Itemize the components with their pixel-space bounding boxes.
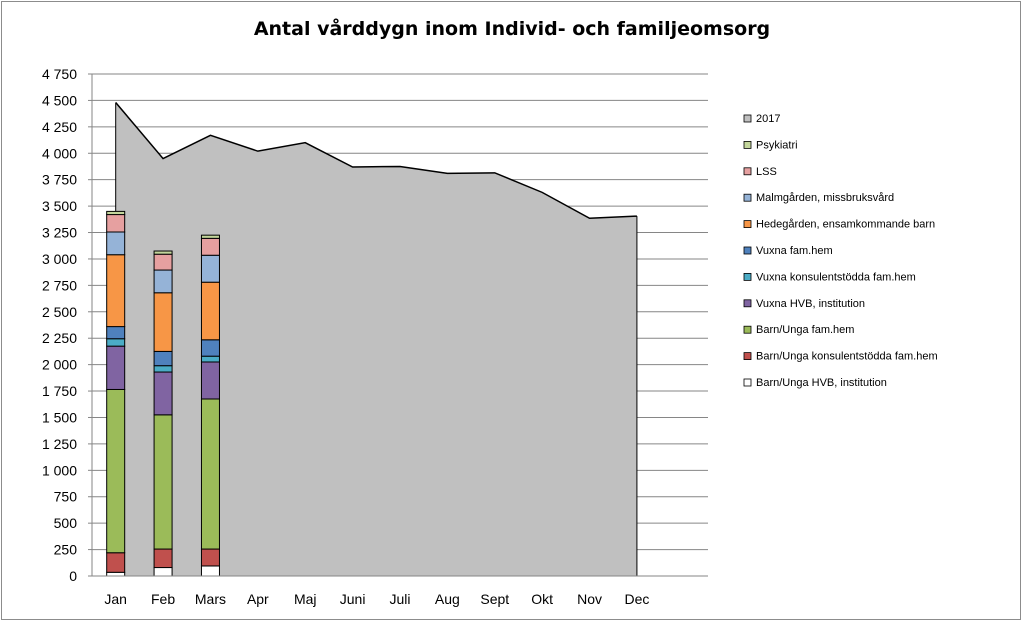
bar-segment (153, 269, 173, 294)
legend-label: Barn/Unga konsulentstödda fam.hem (756, 351, 938, 363)
bar-segment (200, 565, 220, 577)
y-tick-label: 250 (54, 542, 78, 558)
legend-label: Barn/Unga fam.hem (756, 324, 854, 336)
bar-segment (106, 326, 126, 340)
bar-segment (200, 339, 220, 357)
x-tick-label: Jan (104, 591, 127, 607)
y-tick-label: 750 (54, 489, 78, 505)
bar-segment (153, 548, 173, 569)
bar-segment (200, 237, 220, 256)
x-tick-labels: Jan Feb Mars Apr Maj Juni Juli Aug Sept Okt Nov Dec (104, 591, 649, 607)
x-tick-label: Maj (294, 591, 317, 607)
y-tick-label: 1 500 (42, 409, 77, 425)
bar-segment (200, 361, 220, 400)
bar-segment (106, 388, 126, 554)
bar-segment (106, 338, 126, 347)
y-tick-label: 4 000 (42, 145, 77, 161)
legend-swatch (743, 299, 752, 308)
y-tick-labels: 0 250 500 750 1 000 1 250 1 500 1 750 2 000 2 250… (42, 66, 77, 584)
x-tick-label: Aug (435, 591, 460, 607)
bar-segment (200, 254, 220, 283)
bar-segment (200, 398, 220, 550)
y-tick-label: 0 (69, 568, 77, 584)
legend-label: Vuxna konsulentstödda fam.hem (756, 271, 916, 283)
bar-segment (153, 253, 173, 271)
bars (106, 210, 220, 577)
y-tick-label: 500 (54, 515, 78, 531)
y-tick-label: 2 250 (42, 330, 77, 346)
x-tick-label: Apr (247, 591, 269, 607)
legend-label: Psykiatri (756, 139, 798, 151)
x-tick-label: Okt (531, 591, 553, 607)
legend-label: Vuxna fam.hem (756, 245, 833, 257)
bar-segment (200, 548, 220, 567)
y-tick-label: 1 000 (42, 462, 77, 478)
area-series (115, 102, 638, 577)
y-tick-label: 3 750 (42, 172, 77, 188)
legend-swatch (743, 272, 752, 281)
bar-segment (153, 371, 173, 416)
bar-segment (200, 234, 220, 239)
y-tick-label: 3 250 (42, 225, 77, 241)
bar-segment (106, 552, 126, 573)
bar-segment (153, 350, 173, 367)
bar-segment (200, 355, 220, 363)
y-tick-label: 3 500 (42, 198, 77, 214)
y-tick-label: 2 000 (42, 357, 77, 373)
legend-label: Hedegården, ensamkommande barn (756, 219, 935, 231)
legend-label: Vuxna HVB, institution (756, 298, 865, 310)
legend-swatch (743, 378, 752, 387)
legend-label: Malmgården, missbruksvård (756, 192, 894, 204)
bar-segment (153, 250, 173, 255)
bar-segment (153, 414, 173, 550)
bar-segment (106, 571, 126, 577)
bar-segment (200, 281, 220, 341)
legend-swatch (743, 352, 752, 361)
axes (88, 73, 708, 577)
area-line-2017 (115, 102, 637, 220)
area-fill-2017 (115, 102, 637, 577)
bar-segment (153, 567, 173, 577)
y-tick-label: 2 750 (42, 277, 77, 293)
bar-segment (106, 254, 126, 328)
legend-swatch (743, 167, 752, 176)
legend-swatch (743, 193, 752, 202)
legend-swatch (743, 140, 752, 149)
bar-segment (106, 210, 126, 216)
x-tick-label: Dec (624, 591, 649, 607)
legend-swatch (743, 246, 752, 255)
x-tick-label: Sept (480, 591, 509, 607)
bar-segment (153, 292, 173, 352)
bar-segment (106, 214, 126, 233)
y-tick-label: 3 000 (42, 251, 77, 267)
x-tick-label: Mars (195, 591, 226, 607)
chart-title: Antal vårddygn inom Individ- och familje… (254, 16, 770, 40)
bar-segment (106, 345, 126, 390)
legend-swatch (743, 325, 752, 334)
x-tick-label: Juni (340, 591, 366, 607)
y-tick-label: 4 250 (42, 119, 77, 135)
bar-segment (106, 231, 126, 256)
legend-swatch (743, 220, 752, 229)
x-tick-label: Juli (389, 591, 410, 607)
y-tick-label: 4 500 (42, 92, 77, 108)
x-tick-label: Nov (577, 591, 602, 607)
y-tick-label: 1 750 (42, 383, 77, 399)
legend-swatch (743, 114, 752, 123)
y-tick-label: 2 500 (42, 304, 77, 320)
legend-label: LSS (756, 166, 777, 178)
x-tick-label: Feb (151, 591, 175, 607)
legend-label: Barn/Unga HVB, institution (756, 377, 887, 389)
y-tick-label: 4 750 (42, 66, 77, 82)
legend-label: 2017 (756, 113, 780, 125)
bar-segment (153, 365, 173, 373)
legend: 2017 Psykiatri LSS Malmgården, missbruksvår… (743, 113, 938, 389)
y-tick-label: 1 250 (42, 436, 77, 452)
